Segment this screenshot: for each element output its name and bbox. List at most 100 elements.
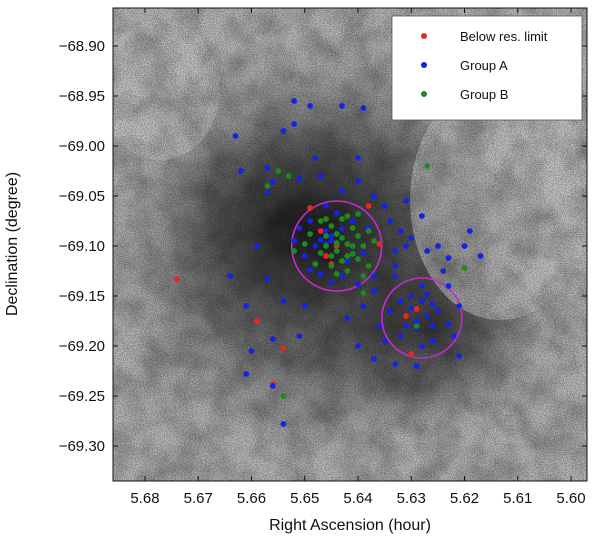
point-group-a: [381, 203, 388, 209]
point-group-a: [349, 218, 356, 224]
y-tick-label: −69.00: [59, 138, 105, 155]
point-group-a: [429, 338, 436, 344]
point-group-a: [371, 288, 377, 294]
y-tick-label: −68.90: [59, 38, 105, 55]
point-group-b: [323, 233, 329, 239]
point-group-b: [344, 213, 351, 219]
point-group-a: [291, 238, 297, 244]
point-group-a: [317, 173, 324, 179]
point-group-a: [312, 243, 319, 249]
point-group-b: [360, 290, 367, 296]
point-group-a: [243, 371, 250, 377]
point-group-a: [445, 321, 452, 327]
x-tick-label: 5.60: [556, 490, 585, 507]
point-group-b: [355, 233, 361, 239]
point-group-a: [296, 333, 303, 339]
point-group-a: [413, 363, 420, 369]
point-group-a: [339, 188, 345, 194]
point-group-a: [424, 313, 431, 319]
point-group-b: [323, 243, 329, 249]
point-group-a: [371, 273, 377, 279]
point-group-a: [424, 248, 431, 254]
point-group-b: [349, 251, 356, 257]
point-group-a: [339, 103, 345, 109]
point-group-b: [317, 250, 324, 256]
legend-label-below-res: Below res. limit: [460, 29, 548, 44]
point-group-b: [328, 223, 335, 229]
point-group-b: [360, 243, 367, 249]
y-tick-label: −69.30: [59, 438, 105, 455]
point-group-a: [392, 248, 399, 254]
point-group-b: [355, 211, 361, 217]
point-group-a: [418, 343, 425, 349]
point-group-a: [232, 133, 239, 139]
point-group-a: [291, 98, 297, 104]
point-group-a: [445, 255, 452, 261]
point-group-a: [339, 273, 345, 279]
point-group-a: [418, 283, 425, 289]
x-tick-label: 5.62: [450, 490, 479, 507]
y-tick-label: −69.05: [59, 188, 105, 205]
x-tick-label: 5.66: [237, 490, 266, 507]
point-group-a: [301, 253, 308, 259]
point-group-b: [280, 393, 287, 399]
point-group-a: [280, 421, 287, 427]
point-group-a: [381, 338, 388, 344]
point-group-a: [269, 336, 276, 342]
point-group-a: [403, 198, 409, 204]
y-tick-label: −69.20: [59, 338, 105, 355]
point-group-b: [333, 248, 340, 254]
point-below-res-limit: [174, 276, 180, 282]
legend-marker-group-b: [421, 91, 427, 97]
point-group-a: [264, 189, 271, 195]
point-group-a: [323, 203, 329, 209]
point-group-b: [275, 168, 282, 174]
point-group-a: [237, 168, 244, 174]
point-group-a: [312, 155, 319, 161]
y-axis-title: Declination (degree): [4, 172, 21, 316]
point-group-b: [328, 253, 335, 259]
point-group-b: [365, 228, 372, 234]
point-group-a: [291, 121, 297, 127]
point-group-a: [280, 298, 287, 304]
y-tick-label: −69.25: [59, 388, 105, 405]
point-group-a: [264, 165, 271, 171]
point-group-a: [408, 293, 415, 299]
point-group-a: [450, 333, 457, 339]
point-group-a: [434, 243, 441, 249]
y-tick-label: −69.10: [59, 238, 105, 255]
point-below-res-limit: [408, 351, 415, 357]
point-group-b: [323, 216, 329, 222]
point-group-a: [397, 228, 404, 234]
point-group-b: [333, 240, 340, 246]
point-group-a: [456, 303, 463, 309]
point-group-a: [371, 193, 377, 199]
point-below-res-limit: [376, 241, 383, 247]
x-tick-label: 5.68: [130, 490, 159, 507]
point-group-a: [307, 103, 313, 109]
point-group-a: [413, 318, 420, 324]
point-group-a: [429, 323, 436, 329]
point-group-a: [371, 356, 377, 362]
point-group-a: [253, 243, 260, 249]
y-tick-label: −69.15: [59, 288, 105, 305]
point-group-a: [344, 258, 351, 264]
point-group-a: [408, 235, 415, 241]
point-group-a: [376, 323, 383, 329]
point-group-a: [466, 228, 473, 234]
point-group-b: [339, 258, 345, 264]
point-group-b: [365, 263, 372, 269]
point-group-a: [440, 268, 447, 274]
point-group-a: [355, 155, 361, 161]
point-group-a: [296, 176, 303, 182]
point-group-a: [477, 253, 484, 259]
point-group-b: [360, 273, 367, 279]
point-group-a: [269, 179, 276, 185]
cluster-circle: [290, 200, 383, 292]
legend-marker-group-a: [421, 62, 427, 68]
point-group-b: [312, 261, 319, 267]
point-group-a: [264, 276, 271, 282]
scatter-points: [174, 98, 484, 427]
point-group-a: [397, 333, 404, 339]
